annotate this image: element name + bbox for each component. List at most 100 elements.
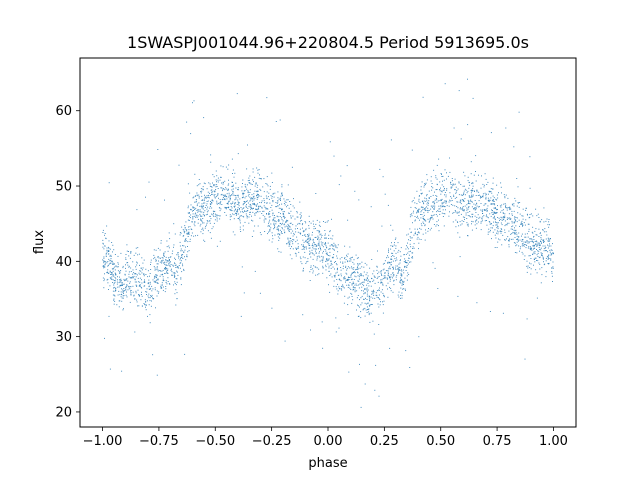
scatter-point — [203, 214, 205, 216]
scatter-point — [319, 247, 321, 249]
scatter-point — [450, 200, 452, 202]
scatter-point — [190, 228, 192, 230]
scatter-point — [400, 282, 402, 284]
scatter-point — [296, 216, 298, 218]
scatter-point — [138, 294, 139, 296]
scatter-point — [279, 119, 281, 121]
scatter-point — [347, 277, 349, 279]
scatter-point — [301, 263, 303, 265]
scatter-point — [287, 184, 289, 186]
scatter-point — [551, 253, 553, 255]
scatter-point — [473, 190, 475, 192]
scatter-point — [387, 288, 388, 290]
scatter-point — [113, 299, 115, 301]
scatter-point — [389, 278, 391, 280]
scatter-point — [263, 219, 265, 221]
scatter-point — [336, 257, 338, 259]
scatter-point — [188, 250, 190, 252]
scatter-point — [201, 203, 203, 205]
scatter-point — [375, 364, 377, 366]
scatter-point — [435, 214, 437, 215]
scatter-point — [536, 249, 537, 250]
scatter-point — [187, 251, 189, 253]
scatter-point — [321, 259, 323, 261]
scatter-point — [501, 219, 503, 221]
scatter-point — [219, 203, 221, 205]
scatter-point — [481, 220, 483, 222]
scatter-point — [423, 202, 424, 204]
scatter-point — [147, 276, 149, 278]
scatter-point — [292, 243, 294, 245]
scatter-point — [118, 306, 120, 308]
scatter-point — [130, 286, 132, 288]
scatter-point — [278, 198, 280, 200]
scatter-point — [352, 287, 354, 289]
scatter-point — [232, 190, 234, 192]
scatter-point — [122, 297, 124, 299]
scatter-point — [216, 202, 218, 204]
scatter-point — [292, 248, 294, 250]
scatter-point — [393, 255, 395, 257]
scatter-point — [267, 196, 269, 198]
scatter-point — [476, 203, 478, 205]
scatter-point — [532, 226, 534, 228]
scatter-point — [107, 271, 108, 273]
scatter-point — [214, 219, 216, 221]
scatter-point — [347, 261, 349, 263]
scatter-point — [210, 161, 212, 163]
scatter-point — [290, 240, 292, 242]
scatter-point — [113, 280, 115, 281]
scatter-point — [328, 234, 330, 236]
scatter-point — [288, 240, 290, 242]
scatter-point — [252, 207, 254, 209]
scatter-point — [277, 205, 279, 207]
scatter-point — [165, 265, 167, 266]
scatter-point — [526, 271, 528, 273]
scatter-point — [190, 214, 192, 216]
scatter-point — [328, 238, 330, 239]
scatter-point — [492, 199, 494, 201]
scatter-point — [294, 228, 296, 230]
scatter-point — [236, 213, 238, 215]
scatter-point — [199, 205, 201, 207]
scatter-point — [423, 219, 425, 221]
scatter-point — [397, 294, 399, 296]
scatter-point — [223, 188, 225, 190]
scatter-point — [167, 281, 169, 282]
scatter-point — [529, 247, 531, 249]
scatter-point — [292, 230, 294, 232]
scatter-point — [294, 218, 296, 220]
scatter-point — [202, 188, 204, 190]
scatter-point — [212, 174, 214, 176]
scatter-point — [515, 225, 517, 227]
scatter-point — [547, 224, 549, 226]
scatter-point — [514, 221, 516, 223]
scatter-point — [229, 196, 231, 198]
scatter-point — [512, 238, 514, 240]
scatter-point — [469, 184, 471, 186]
scatter-point — [491, 203, 493, 205]
scatter-point — [217, 177, 219, 179]
scatter-point — [458, 211, 460, 213]
scatter-point — [258, 177, 260, 179]
scatter-point — [121, 284, 123, 286]
scatter-point — [114, 263, 115, 265]
scatter-point — [193, 207, 195, 209]
scatter-point — [315, 245, 317, 247]
scatter-point — [237, 196, 239, 198]
scatter-point — [398, 269, 400, 271]
scatter-point — [359, 283, 361, 285]
scatter-point — [417, 236, 419, 238]
scatter-point — [501, 204, 503, 206]
scatter-point — [436, 199, 438, 201]
scatter-point — [221, 199, 223, 201]
scatter-point — [168, 247, 170, 249]
scatter-point — [490, 132, 492, 134]
scatter-point — [476, 223, 478, 225]
scatter-point — [337, 244, 339, 246]
scatter-point — [205, 205, 207, 206]
scatter-point — [133, 275, 135, 277]
scatter-point — [439, 210, 441, 212]
scatter-point — [230, 209, 232, 211]
scatter-point — [497, 231, 499, 233]
